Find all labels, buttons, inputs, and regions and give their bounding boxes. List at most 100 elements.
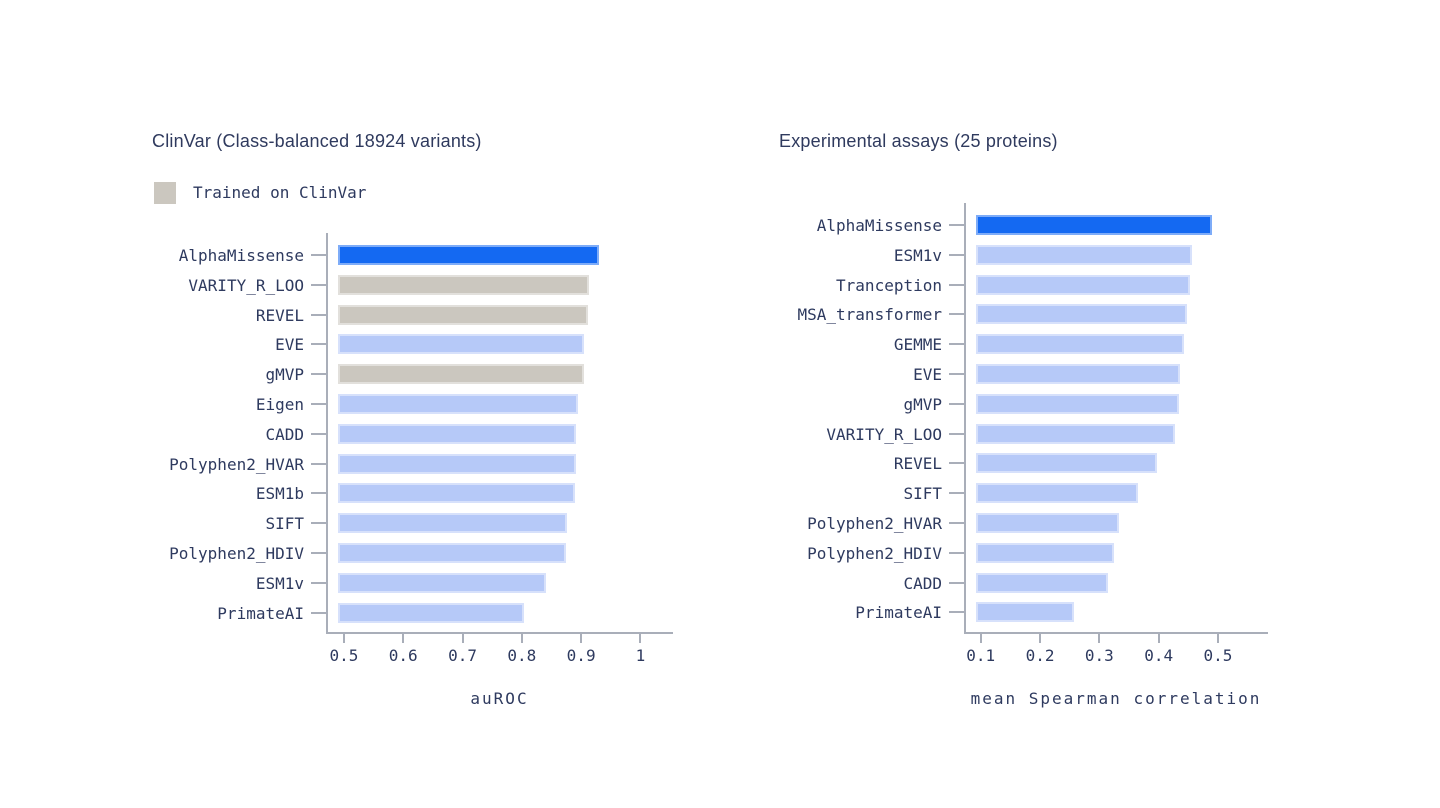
y-axis-tick (949, 253, 964, 256)
bar-row: Polyphen2_HVAR (169, 453, 673, 474)
y-axis-tick (949, 611, 964, 614)
y-axis-tick (949, 343, 964, 346)
x-axis-tick (342, 634, 345, 643)
clinvar-x-axis-label: auROC (470, 689, 529, 708)
y-axis-tick (311, 552, 326, 554)
bar-row: gMVP (903, 393, 1268, 414)
x-tick-label: 0.8 (507, 646, 537, 665)
y-axis-tick (949, 313, 964, 316)
bar (338, 513, 567, 534)
bar (976, 334, 1185, 355)
bar (976, 393, 1179, 414)
bar-row: CADD (265, 423, 673, 444)
clinvar-chart-title: ClinVar (Class-balanced 18924 variants) (152, 131, 482, 151)
category-label: VARITY_R_LOO (188, 275, 304, 295)
bar (976, 364, 1180, 384)
bar-row: ESM1v (894, 244, 1268, 265)
y-axis-tick (949, 373, 964, 375)
bar (976, 215, 1212, 235)
bar (976, 453, 1158, 474)
bar (976, 304, 1188, 325)
x-axis-tick (1098, 634, 1101, 643)
bar-row: Tranception (836, 274, 1268, 295)
bar-row: ESM1b (256, 483, 673, 504)
category-label: GEMME (893, 335, 942, 355)
bar (338, 394, 579, 414)
y-axis-tick (311, 581, 326, 584)
category-label: AlphaMissense (816, 216, 942, 235)
category-label: PrimateAI (217, 603, 304, 623)
bar-row: Polyphen2_HDIV (169, 543, 673, 563)
category-label: Tranception (836, 275, 942, 295)
bar-row: SIFT (903, 483, 1268, 504)
x-tick-label: 1 (635, 646, 646, 665)
y-axis-tick (311, 462, 326, 465)
bar-row: AlphaMissense (817, 215, 1268, 235)
bar (338, 543, 566, 563)
bar-row: PrimateAI (855, 602, 1268, 623)
y-axis-tick (311, 283, 326, 286)
category-label: Polyphen2_HVAR (807, 514, 942, 533)
bar (338, 364, 584, 385)
bar (976, 602, 1075, 623)
y-axis-tick (311, 492, 326, 495)
bar-row: REVEL (894, 453, 1268, 474)
bar-row: EVE (913, 364, 1268, 384)
category-label: EVE (275, 335, 304, 355)
y-axis-tick (949, 462, 964, 465)
y-axis-line (964, 203, 966, 634)
bar (338, 423, 577, 444)
x-tick-label: 0.6 (388, 646, 418, 665)
bar (338, 453, 577, 474)
category-label: EVE (913, 365, 942, 384)
y-axis-tick (949, 551, 964, 554)
category-label: gMVP (903, 394, 942, 414)
x-axis-tick (1039, 634, 1042, 643)
x-tick-label: 0.4 (1144, 646, 1174, 665)
bar (338, 245, 599, 265)
x-axis-tick (461, 634, 464, 643)
category-label: ESM1v (255, 573, 304, 593)
bar-row: EVE (275, 334, 673, 355)
y-axis-line (326, 233, 328, 634)
y-axis-tick (311, 432, 326, 435)
category-label: ESM1v (893, 245, 942, 265)
bar (338, 304, 588, 325)
x-tick-label: 0.1 (966, 646, 996, 665)
bar (338, 274, 590, 295)
bar-row: AlphaMissense (179, 245, 673, 265)
category-label: gMVP (265, 365, 304, 385)
assays-x-axis-label: mean Spearman correlation (970, 689, 1262, 708)
bar (976, 483, 1139, 504)
bar (338, 602, 524, 623)
category-label: Polyphen2_HDIV (807, 543, 942, 563)
category-label: Eigen (255, 395, 304, 414)
x-axis-tick (639, 634, 642, 643)
x-axis-tick (580, 634, 583, 643)
bar-row: VARITY_R_LOO (188, 274, 673, 295)
bar-row: CADD (903, 572, 1268, 593)
bar (338, 572, 547, 593)
y-axis-tick (949, 522, 964, 524)
x-axis-tick (402, 634, 405, 643)
bar-row: ESM1v (256, 572, 673, 593)
y-axis-tick (949, 492, 964, 495)
x-tick-label: 0.5 (329, 646, 359, 665)
bar-row: Polyphen2_HVAR (807, 513, 1268, 533)
bar-row: PrimateAI (217, 602, 673, 623)
category-label: SIFT (903, 484, 942, 504)
category-label: VARITY_R_LOO (826, 424, 942, 444)
x-axis-tick (1157, 634, 1160, 643)
bar (976, 513, 1119, 533)
clinvar-plot-area: AlphaMissense VARITY_R_LOO REVEL EVE gMVP Eig… (169, 233, 673, 665)
category-label: PrimateAI (855, 603, 942, 623)
x-tick-label: 0.2 (1025, 646, 1055, 665)
bar (338, 483, 576, 504)
bar (976, 572, 1109, 593)
y-axis-tick (949, 432, 964, 435)
bar-row: Eigen (256, 394, 673, 414)
assays-chart-title: Experimental assays (25 proteins) (779, 131, 1058, 151)
legend-swatch-trained-on-clinvar (154, 182, 176, 204)
bar-row: GEMME (894, 334, 1268, 355)
y-axis-tick (949, 581, 964, 584)
